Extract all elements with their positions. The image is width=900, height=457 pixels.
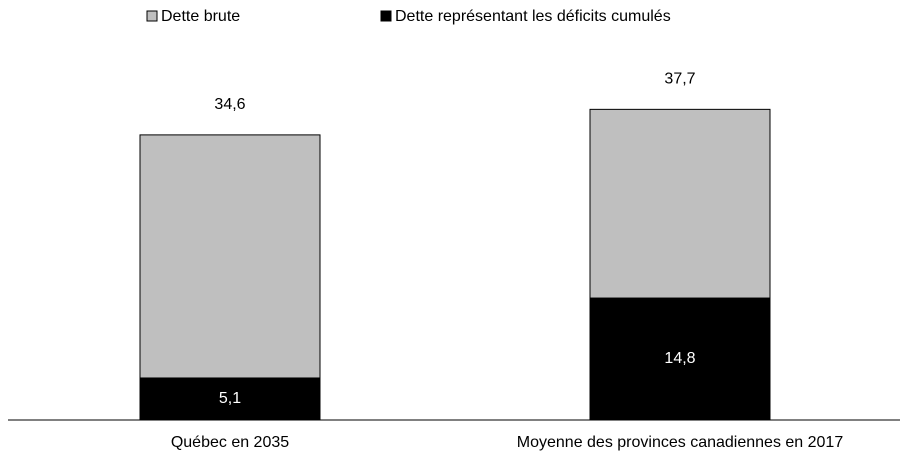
value-label: 37,7 (664, 71, 695, 88)
bar (139, 134, 321, 421)
value-label: 34,6 (214, 96, 245, 113)
bar (139, 377, 321, 421)
legend-label: Dette brute (161, 8, 240, 25)
value-label: 14,8 (664, 350, 695, 367)
legend-swatch (380, 10, 392, 22)
legend-label: Dette représentant les déficits cumulés (395, 8, 671, 25)
bar (589, 297, 771, 421)
value-label: 5,1 (219, 390, 241, 407)
legend-swatch (146, 10, 158, 22)
x-tick-label: Québec en 2035 (171, 434, 289, 451)
x-tick-label: Moyenne des provinces canadiennes en 201… (517, 434, 844, 451)
